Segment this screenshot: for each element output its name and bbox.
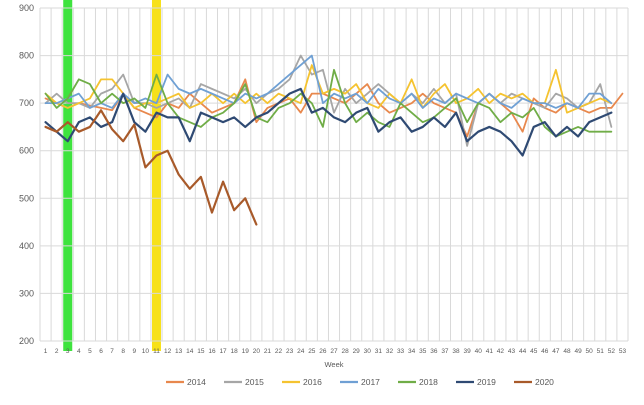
x-tick-label: 25 (308, 348, 316, 355)
y-tick-label: 500 (19, 193, 34, 203)
x-tick-label: 46 (541, 348, 549, 355)
y-tick-label: 600 (19, 146, 34, 156)
x-tick-label: 36 (430, 348, 438, 355)
highlight-band-week-11 (151, 0, 161, 351)
x-tick-label: 3 (66, 348, 70, 355)
x-tick-label: 34 (408, 348, 416, 355)
x-tick-label: 16 (208, 348, 216, 355)
x-tick-label: 44 (519, 348, 527, 355)
x-tick-label: 28 (341, 348, 349, 355)
series-line-2018 (44, 68, 613, 138)
x-tick-label: 6 (99, 348, 103, 355)
legend-label-2015: 2015 (245, 377, 264, 387)
x-tick-label: 9 (132, 348, 136, 355)
x-tick-label: 15 (197, 348, 205, 355)
x-tick-label: 41 (486, 348, 494, 355)
x-tick-label: 31 (375, 348, 383, 355)
x-tick-label: 2 (55, 348, 59, 355)
x-tick-label: 51 (597, 348, 605, 355)
legend-label-2014: 2014 (187, 377, 206, 387)
x-tick-label: 21 (264, 348, 272, 355)
x-tick-label: 52 (608, 348, 616, 355)
x-tick-label: 18 (231, 348, 239, 355)
x-tick-label: 19 (242, 348, 250, 355)
legend-label-2019: 2019 (477, 377, 496, 387)
series-lines (44, 54, 624, 226)
highlight-bands (63, 0, 161, 351)
legend-label-2018: 2018 (419, 377, 438, 387)
highlight-band-week-3 (63, 0, 73, 351)
legend: 2014 2015 2016 2017 2018 2019 2020 (166, 377, 554, 387)
x-tick-label: 39 (464, 348, 472, 355)
x-tick-label: 13 (175, 348, 183, 355)
x-tick-label: 32 (386, 348, 394, 355)
x-tick-label: 4 (77, 348, 81, 355)
y-tick-label: 800 (19, 51, 34, 61)
x-tick-label: 37 (441, 348, 449, 355)
series-line-2016 (44, 64, 613, 114)
x-tick-label: 30 (364, 348, 372, 355)
x-tick-label: 48 (563, 348, 571, 355)
legend-label-2020: 2020 (535, 377, 554, 387)
x-tick-label: 50 (586, 348, 594, 355)
x-tick-label: 35 (419, 348, 427, 355)
x-tick-label: 20 (253, 348, 261, 355)
legend-label-2016: 2016 (303, 377, 322, 387)
x-tick-label: 38 (452, 348, 460, 355)
x-tick-label: 40 (475, 348, 483, 355)
x-tick-label: 10 (142, 348, 150, 355)
x-tick-label: 11 (153, 348, 160, 355)
y-axis-ticks: 200 300 400 500 600 700 800 900 (19, 3, 34, 346)
series-line-2014 (44, 78, 624, 138)
x-tick-label: 49 (574, 348, 582, 355)
y-tick-label: 300 (19, 288, 34, 298)
x-tick-label: 1 (44, 348, 48, 355)
x-tick-label: 43 (508, 348, 516, 355)
x-tick-label: 7 (110, 348, 114, 355)
x-tick-label: 24 (297, 348, 305, 355)
x-tick-label: 26 (319, 348, 327, 355)
x-tick-label: 23 (286, 348, 294, 355)
x-tick-label: 47 (552, 348, 560, 355)
x-tick-label: 22 (275, 348, 283, 355)
y-tick-label: 200 (19, 336, 34, 346)
legend-label-2017: 2017 (361, 377, 380, 387)
x-tick-label: 17 (219, 348, 227, 355)
x-tick-label: 8 (121, 348, 125, 355)
x-tick-label: 45 (530, 348, 538, 355)
x-tick-label: 29 (353, 348, 361, 355)
x-tick-label: 33 (397, 348, 405, 355)
y-tick-label: 400 (19, 241, 34, 251)
x-tick-label: 5 (88, 348, 92, 355)
x-axis-title: Week (324, 360, 343, 369)
y-tick-label: 700 (19, 98, 34, 108)
y-tick-label: 900 (19, 3, 34, 13)
x-tick-label: 53 (619, 348, 627, 355)
x-tick-label: 12 (164, 348, 172, 355)
x-tick-label: 14 (186, 348, 194, 355)
x-axis-ticks: 1 2 3 4 5 6 7 8 9 10 11 12 13 14 15 16 17 18 19 20 21 22 23 24 2… (44, 348, 627, 355)
x-tick-label: 42 (497, 348, 505, 355)
series-line-2019 (44, 87, 613, 157)
series-line-2020 (44, 109, 258, 226)
x-tick-label: 27 (330, 348, 338, 355)
grid (39, 7, 629, 342)
